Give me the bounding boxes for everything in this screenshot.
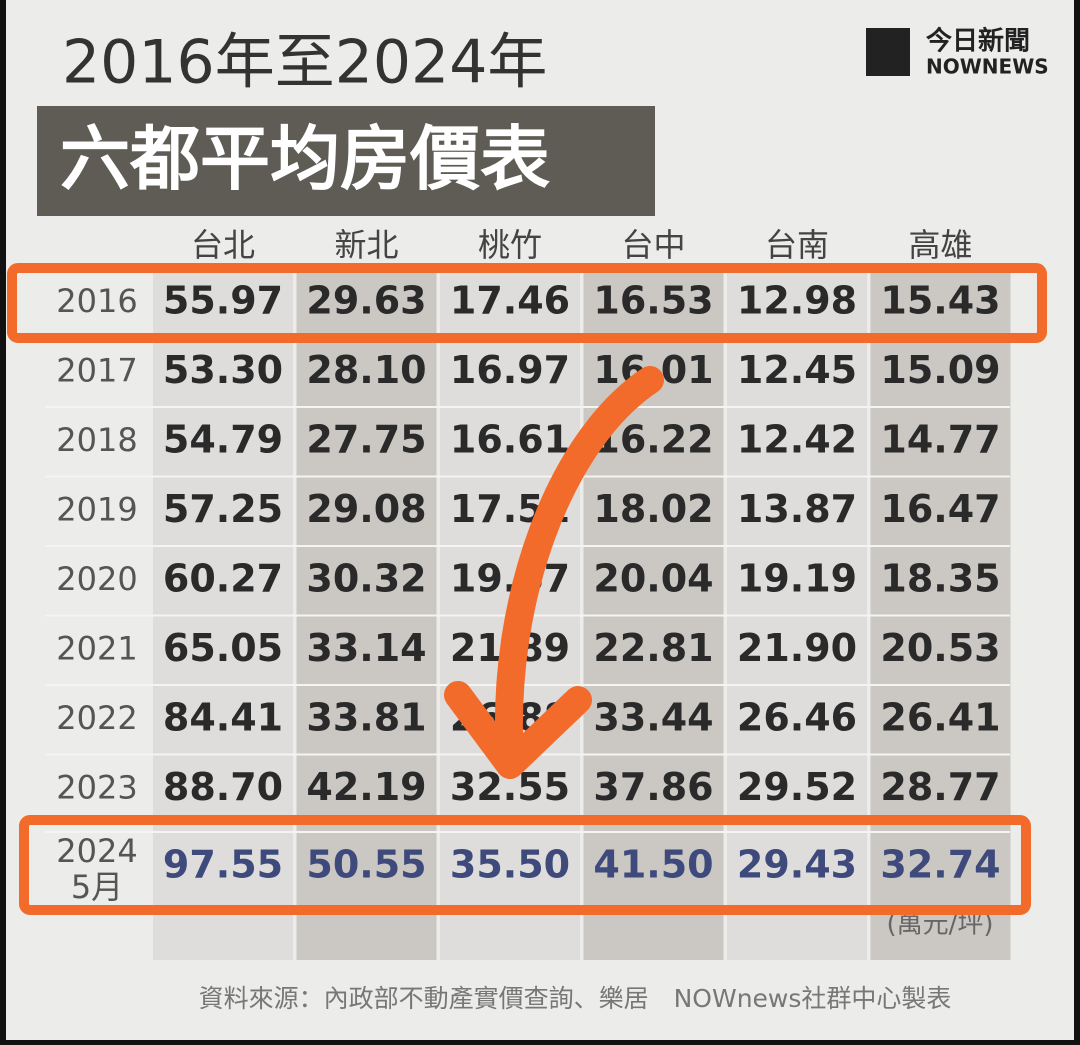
- title: 2016年至2024年: [62, 28, 547, 98]
- cell-value: 29.63: [306, 279, 426, 323]
- cell-value: 26.46: [737, 696, 857, 740]
- cell-value: 12.98: [737, 279, 857, 323]
- year-label: 2018: [56, 421, 137, 459]
- cell-value: 29.43: [737, 843, 857, 887]
- logo-text: 今日新聞: [926, 26, 1030, 57]
- cell-value: 29.08: [306, 487, 426, 531]
- cell-value: 97.55: [163, 843, 283, 887]
- highlight-box: [19, 815, 1031, 915]
- cell-value: 13.87: [737, 487, 857, 531]
- cell-value: 42.19: [306, 765, 426, 809]
- cell-value: 16.47: [880, 487, 1000, 531]
- cell-value: 26.41: [880, 696, 1000, 740]
- source: 資料來源：內政部不動產實價查詢、樂居 NOWnews社群中心製表: [199, 984, 952, 1013]
- logo-text: NOWNEWS: [926, 55, 1049, 79]
- column-header: 桃竹: [478, 226, 542, 264]
- cell-value: 54.79: [163, 418, 283, 462]
- cell-value: 18.35: [880, 557, 1000, 601]
- subtitle: 六都平均房價表: [60, 118, 550, 200]
- highlight-box: [7, 263, 1047, 343]
- cell-value: 57.25: [163, 487, 283, 531]
- cell-value: 12.45: [737, 348, 857, 392]
- cell-value: 17.46: [450, 279, 570, 323]
- cell-value: 15.43: [880, 279, 1000, 323]
- cell-value: 29.52: [737, 765, 857, 809]
- cell-value: 15.09: [880, 348, 1000, 392]
- cell-value: 55.97: [163, 279, 283, 323]
- cell-value: 16.53: [593, 279, 713, 323]
- cell-value: 22.81: [593, 626, 713, 670]
- year-label: 2016: [56, 282, 137, 320]
- cell-value: 65.05: [163, 626, 283, 670]
- year-label: 2019: [56, 491, 137, 529]
- arrow: [495, 366, 664, 774]
- cell-value: 19.19: [737, 557, 857, 601]
- cell-value: 41.50: [593, 843, 713, 887]
- cell-value: 14.77: [880, 418, 1000, 462]
- cell-value: 37.86: [593, 765, 713, 809]
- column-header: 台南: [765, 226, 829, 264]
- year-label: 2017: [56, 352, 137, 390]
- arrow-head: [444, 681, 592, 779]
- cell-value: 50.55: [306, 843, 426, 887]
- column-header: 新北: [334, 226, 398, 264]
- subtitle-box: [37, 106, 655, 216]
- cell-value: 16.61: [450, 418, 570, 462]
- year-label: 2023: [56, 769, 137, 807]
- month-label: 5月: [71, 868, 123, 906]
- cell-value: 20.04: [593, 557, 713, 601]
- logo-icon: [866, 28, 910, 76]
- cell-value: 27.75: [306, 418, 426, 462]
- year-label: 2020: [56, 560, 137, 598]
- cell-value: 35.50: [450, 843, 570, 887]
- cell-value: 84.41: [163, 696, 283, 740]
- cell-value: 32.74: [880, 843, 1000, 887]
- cell-value: 28.77: [880, 765, 1000, 809]
- table: 台北 新北 桃竹 台中 台南 高雄 2016 55.97 29.63 17.46 16.53 12.9…: [45, 226, 1011, 960]
- column-header: 高雄: [908, 226, 972, 264]
- cell-value: 18.02: [593, 487, 713, 531]
- column-header: 台北: [191, 226, 255, 264]
- cell-value: 53.30: [163, 348, 283, 392]
- year-label: 2024: [56, 832, 137, 870]
- cell-value: 21.90: [737, 626, 857, 670]
- year-label: 2022: [56, 699, 137, 737]
- cell-value: 30.32: [306, 557, 426, 601]
- annotations: [7, 263, 1047, 915]
- cell-value: 33.81: [306, 696, 426, 740]
- cell-value: 16.97: [450, 348, 570, 392]
- cell-value: 20.53: [880, 626, 1000, 670]
- cell-value: 33.14: [306, 626, 426, 670]
- cell-value: 28.10: [306, 348, 426, 392]
- cell-value: 88.70: [163, 765, 283, 809]
- cell-value: 12.42: [737, 418, 857, 462]
- cell-value: 60.27: [163, 557, 283, 601]
- year-label: 2021: [56, 630, 137, 668]
- cell-value: 33.44: [593, 696, 713, 740]
- column-header: 台中: [621, 226, 685, 264]
